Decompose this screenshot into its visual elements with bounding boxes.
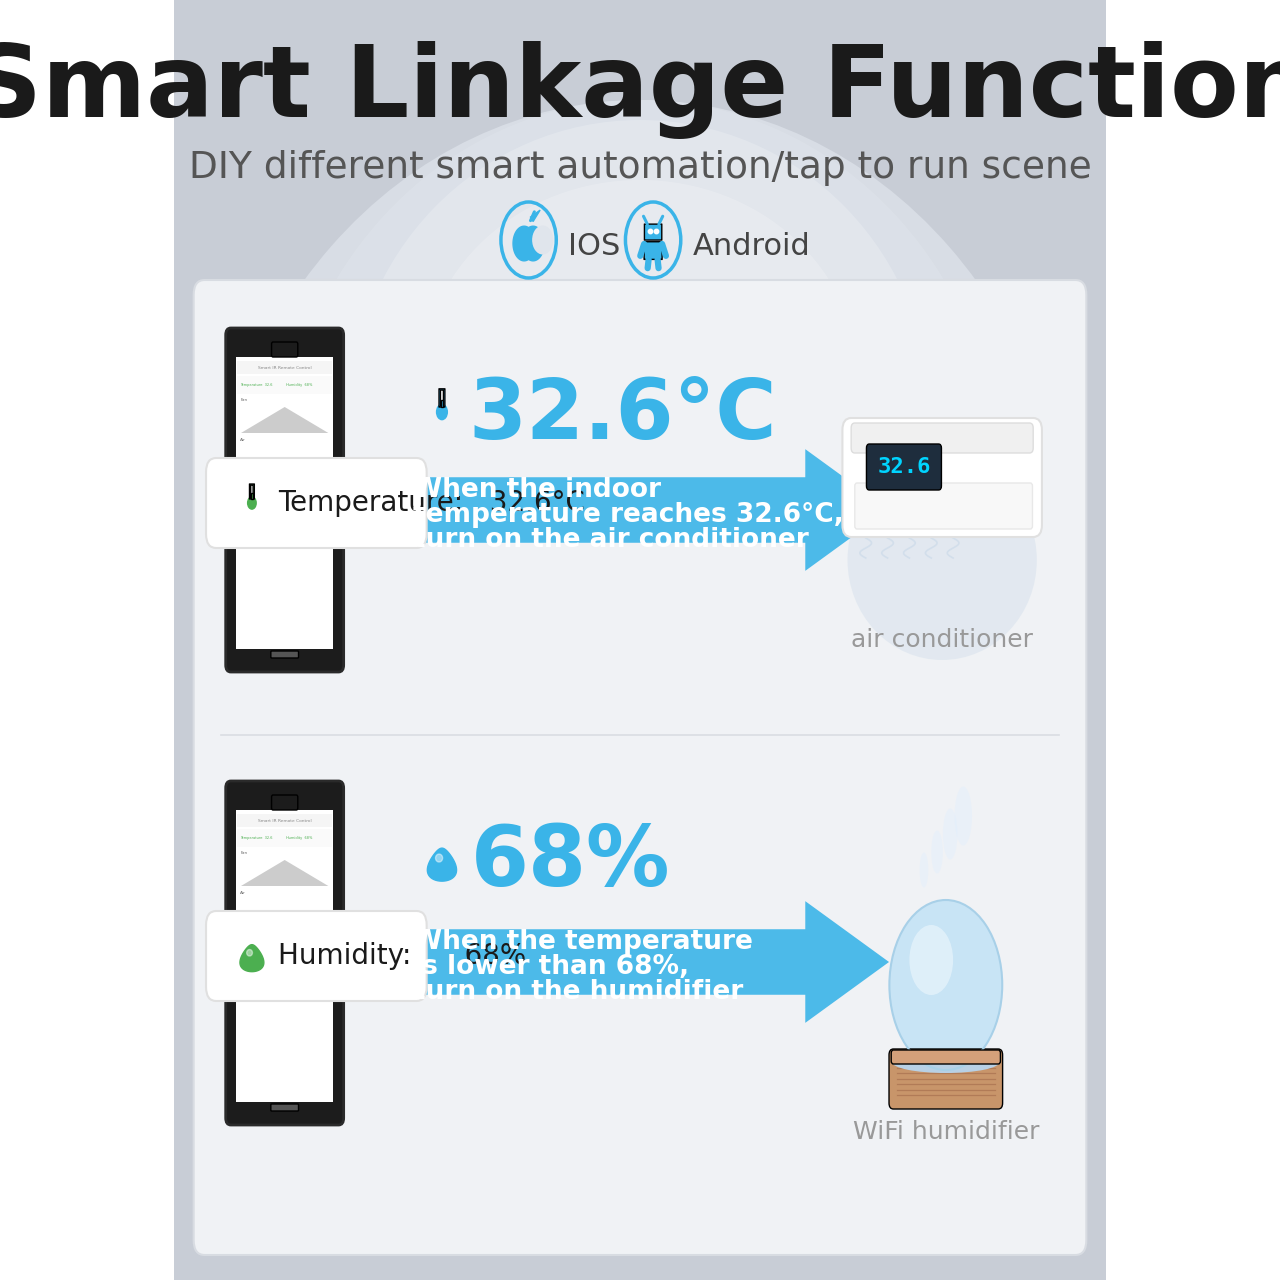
Bar [241,925,246,933]
Bar [236,810,334,1102]
Text: Fan: Fan [241,398,247,402]
Text: Air: Air [241,891,246,895]
Text: turn on the air conditioner: turn on the air conditioner [413,527,809,553]
Polygon shape [394,901,890,1023]
Text: Smart IR Remote Control: Smart IR Remote Control [257,366,311,370]
Text: Humidity:      68%: Humidity: 68% [278,942,526,970]
Bar [237,361,332,374]
Polygon shape [522,227,544,261]
Text: DIY different smart automation/tap to run scene: DIY different smart automation/tap to ru… [188,150,1092,186]
Bar [241,457,246,465]
FancyBboxPatch shape [890,1050,1002,1108]
FancyBboxPatch shape [858,516,1030,524]
Text: When the temperature: When the temperature [413,929,753,955]
Text: Temperature  32.6: Temperature 32.6 [239,836,273,840]
FancyBboxPatch shape [271,342,298,357]
FancyBboxPatch shape [842,419,1042,538]
Polygon shape [239,945,264,972]
Text: IOS: IOS [568,232,621,261]
Text: 32.6°C: 32.6°C [468,375,777,456]
Text: Smart IR Remote Control: Smart IR Remote Control [257,818,311,823]
Ellipse shape [847,460,1037,660]
FancyBboxPatch shape [225,328,343,672]
FancyBboxPatch shape [851,422,1033,453]
FancyBboxPatch shape [251,493,253,499]
Ellipse shape [955,786,972,846]
Text: Android: Android [692,232,810,261]
Circle shape [436,403,448,420]
Text: air conditioner: air conditioner [851,628,1033,652]
Text: Humidity  68%: Humidity 68% [287,836,312,840]
Ellipse shape [890,900,1002,1070]
FancyBboxPatch shape [439,389,445,407]
Ellipse shape [204,100,1076,1100]
Text: Temperature  32.6: Temperature 32.6 [239,383,273,387]
Text: 32.6: 32.6 [878,457,931,477]
FancyBboxPatch shape [855,483,1033,529]
Polygon shape [428,849,457,881]
Text: 68%: 68% [471,822,671,902]
FancyBboxPatch shape [891,1050,1001,1064]
FancyBboxPatch shape [440,390,443,406]
FancyBboxPatch shape [271,652,298,658]
Polygon shape [513,227,535,261]
Text: temperature reaches 32.6°C,: temperature reaches 32.6°C, [413,502,844,529]
Ellipse shape [943,809,957,859]
FancyBboxPatch shape [271,1103,298,1111]
Text: turn on the humidifier: turn on the humidifier [413,979,744,1005]
Polygon shape [394,449,890,571]
FancyBboxPatch shape [193,280,1087,1254]
Polygon shape [435,854,443,861]
Text: WiFi humidifier: WiFi humidifier [852,1120,1039,1144]
FancyBboxPatch shape [206,458,426,548]
Text: When the indoor: When the indoor [413,477,660,503]
Polygon shape [247,950,252,956]
FancyBboxPatch shape [271,795,298,810]
Bar [237,814,332,827]
Text: Fan: Fan [241,851,247,855]
FancyBboxPatch shape [858,489,1030,497]
Ellipse shape [276,100,1004,900]
Text: DVD: DVD [247,913,256,916]
Ellipse shape [421,180,859,580]
FancyBboxPatch shape [867,444,942,490]
FancyBboxPatch shape [251,485,253,498]
Text: TV: TV [247,928,252,932]
FancyBboxPatch shape [858,507,1030,515]
Text: Smart Linkage Function: Smart Linkage Function [0,41,1280,140]
Bar [236,357,334,649]
Text: DVD: DVD [247,460,256,463]
Polygon shape [241,860,329,886]
Text: is lower than 68%,: is lower than 68%, [413,954,689,980]
Bar [237,376,332,394]
Bar [237,829,332,847]
Ellipse shape [348,120,932,721]
Ellipse shape [932,831,943,873]
Ellipse shape [892,1051,1000,1073]
Circle shape [247,497,257,509]
FancyBboxPatch shape [644,224,662,241]
Polygon shape [241,407,329,433]
Text: Temperature:   32.6°C: Temperature: 32.6°C [278,489,585,517]
Text: TV: TV [247,475,252,479]
Polygon shape [530,210,540,221]
Text: Air: Air [241,438,246,442]
FancyBboxPatch shape [644,242,662,260]
FancyBboxPatch shape [440,399,443,407]
Bar [241,910,246,916]
Ellipse shape [919,852,928,887]
Text: Humidity  68%: Humidity 68% [287,383,312,387]
FancyBboxPatch shape [858,498,1030,506]
FancyBboxPatch shape [206,911,426,1001]
FancyBboxPatch shape [225,781,343,1125]
Ellipse shape [909,925,954,995]
Circle shape [532,225,553,255]
FancyBboxPatch shape [250,484,255,499]
Bar [241,474,246,480]
